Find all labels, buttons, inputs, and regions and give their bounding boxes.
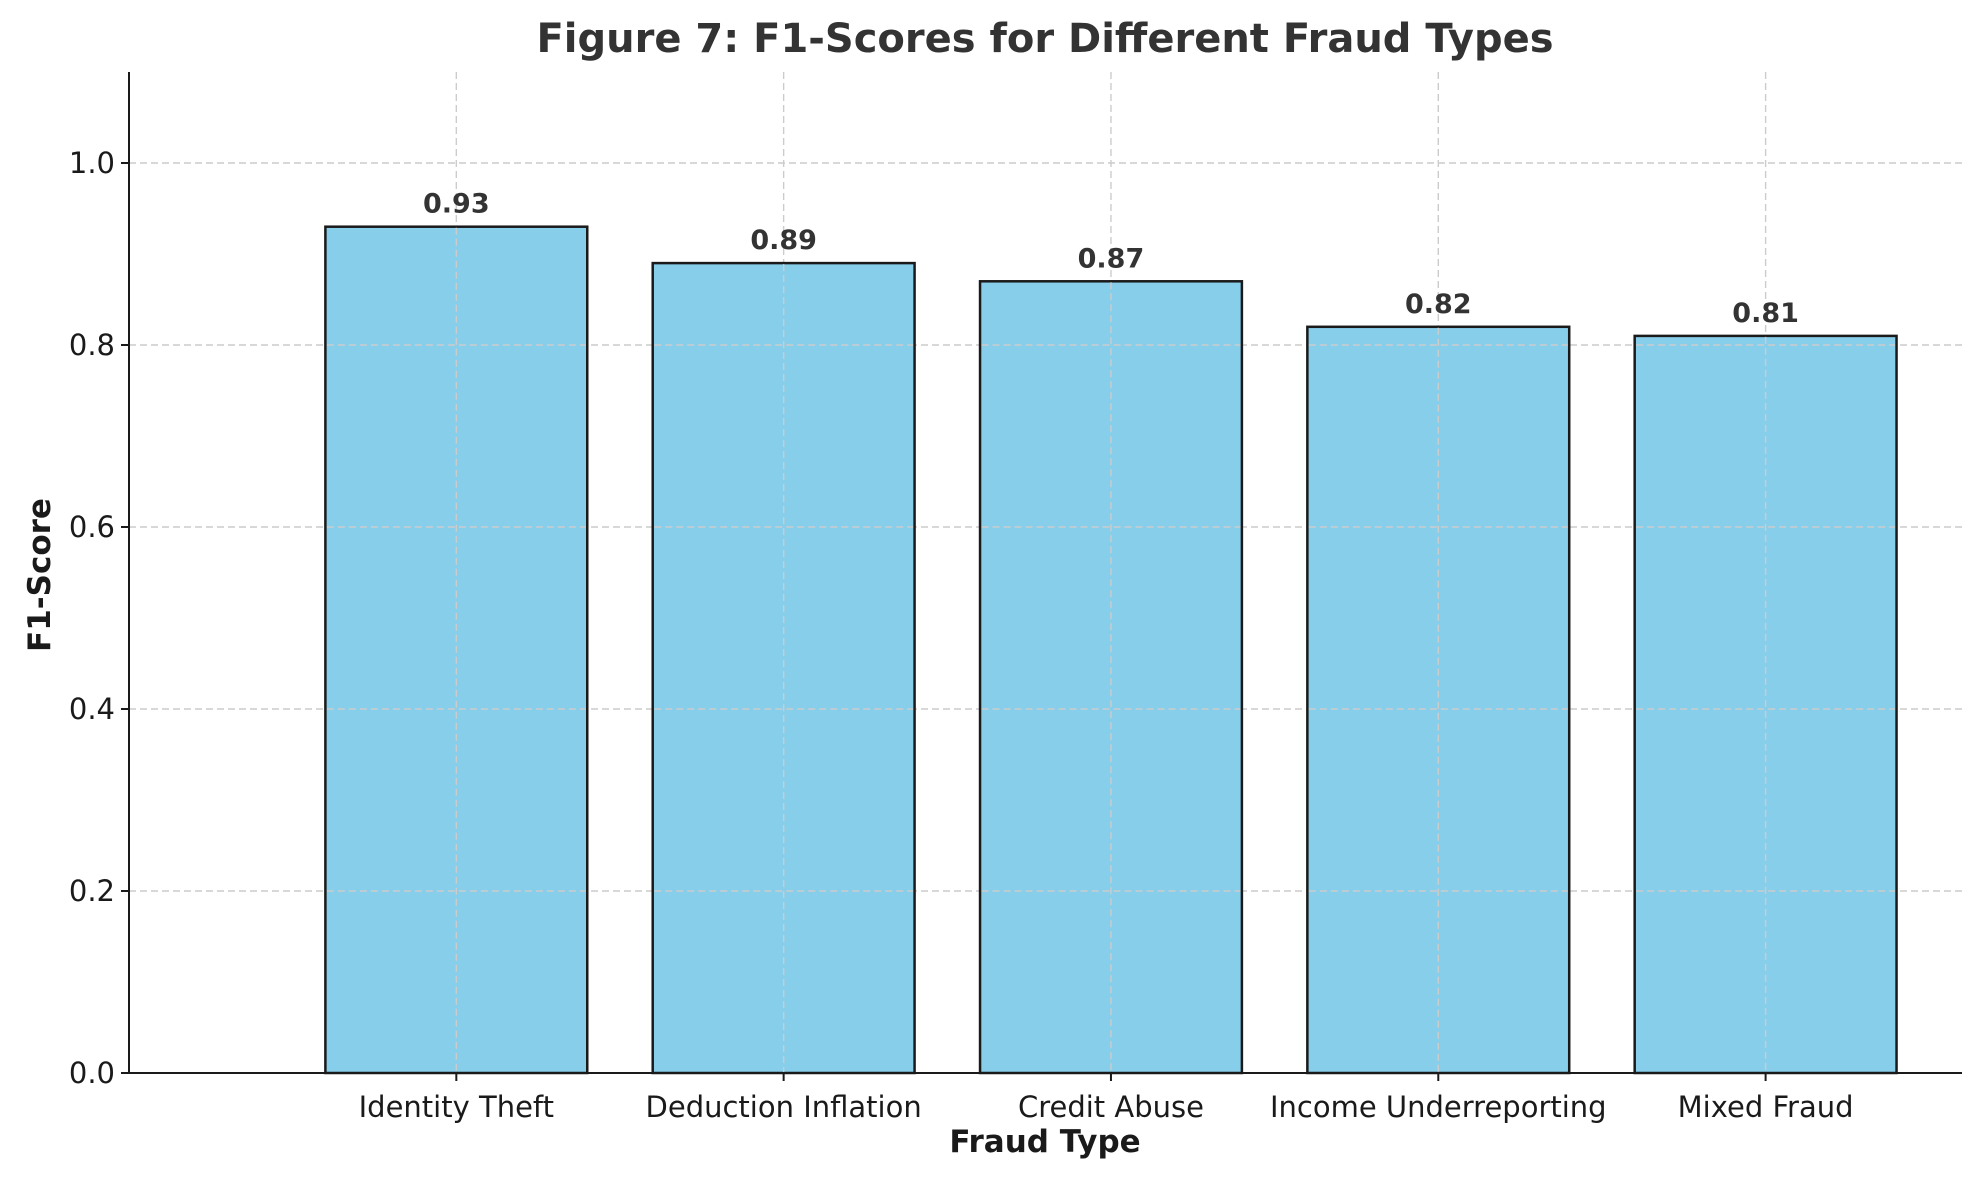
y-tick-label: 0.8	[69, 328, 115, 362]
x-tick-label: Identity Theft	[359, 1090, 554, 1124]
y-tick-label: 0.0	[69, 1056, 115, 1090]
y-tick-label: 0.4	[69, 692, 115, 726]
x-tick-label: Mixed Fraud	[1678, 1090, 1854, 1124]
y-ticks: 0.0 0.2 0.4 0.6 0.8 1.0	[69, 146, 129, 1090]
bar-value-label: 0.89	[750, 225, 817, 256]
x-ticks: Identity Theft Deduction Inflation Credit …	[359, 1073, 1854, 1124]
chart-title: Figure 7: F1-Scores for Different Fraud …	[536, 16, 1553, 62]
bar-value-label: 0.87	[1078, 243, 1145, 274]
x-tick-label: Credit Abuse	[1018, 1090, 1204, 1124]
y-tick-label: 0.2	[69, 874, 115, 908]
y-tick-label: 1.0	[69, 146, 115, 180]
bar-value-label: 0.93	[423, 189, 490, 220]
axes	[128, 72, 1962, 1074]
x-tick-label: Deduction Inflation	[646, 1090, 922, 1124]
y-axis-label: F1-Score	[22, 498, 58, 652]
bar-value-label: 0.81	[1732, 298, 1799, 329]
bar-2	[978, 280, 1244, 1075]
y-tick-label: 0.6	[69, 510, 115, 544]
value-labels: 0.93 0.89 0.87 0.82 0.81	[326, 189, 1896, 1073]
x-tick-label: Income Underreporting	[1270, 1090, 1607, 1124]
x-axis-label: Fraud Type	[949, 1124, 1140, 1160]
bar-value-label: 0.82	[1405, 289, 1472, 320]
